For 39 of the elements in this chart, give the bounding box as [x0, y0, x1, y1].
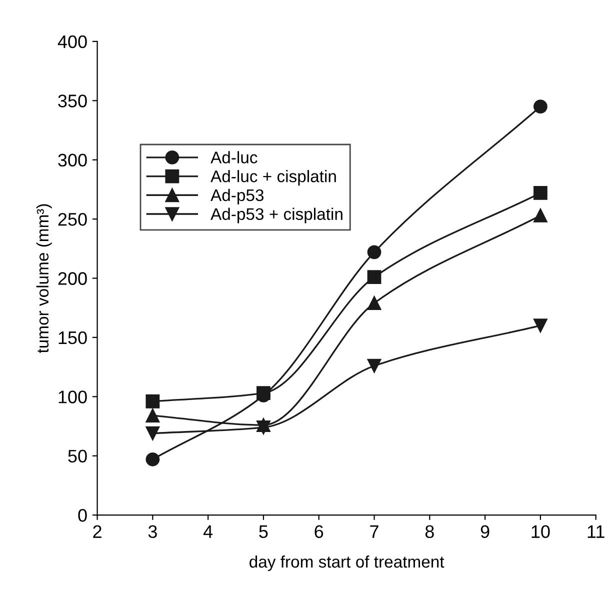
y-tick-label: 350 [58, 94, 87, 108]
legend-label: Ad-p53 [210, 188, 264, 204]
x-tick-label: 6 [314, 525, 324, 538]
y-axis-title: tumor volume (mm³) [36, 204, 52, 353]
y-tick-label: 100 [58, 390, 87, 404]
y-tick-label: 50 [68, 450, 87, 463]
x-axis-title: day from start of treatment [250, 555, 444, 572]
point [146, 408, 160, 423]
point [256, 420, 270, 434]
point [367, 270, 382, 284]
point [534, 318, 548, 333]
x-tick-label: 7 [370, 525, 378, 538]
x-tick-label: 4 [203, 525, 213, 538]
x-tick-label: 8 [425, 525, 434, 538]
y-tick-label: 300 [58, 154, 87, 167]
point [534, 100, 548, 114]
point [146, 426, 160, 440]
y-tick-label: 250 [58, 212, 87, 226]
legend-label: Ad-luc + cisplatin [210, 170, 336, 186]
point [256, 386, 270, 400]
x-tick-label: 2 [93, 525, 102, 538]
point [367, 296, 382, 310]
y-tick-label: 400 [58, 35, 87, 48]
legend-label: Ad-p53 + cisplatin [210, 208, 342, 224]
point [367, 245, 382, 260]
legend-label: Ad-luc [210, 151, 258, 164]
point [534, 208, 548, 222]
x-tick-label: 10 [532, 525, 550, 538]
x-tick-label: 5 [259, 525, 268, 538]
point [534, 186, 548, 200]
y-tick-label: 200 [58, 272, 87, 285]
x-tick-label: 11 [588, 525, 604, 538]
y-tick-label: 0 [78, 508, 87, 522]
point [146, 452, 160, 466]
x-tick-label: 9 [480, 525, 490, 538]
point [367, 358, 382, 373]
point [146, 394, 160, 408]
x-tick-label: 3 [148, 525, 157, 538]
y-tick-label: 150 [58, 331, 87, 344]
